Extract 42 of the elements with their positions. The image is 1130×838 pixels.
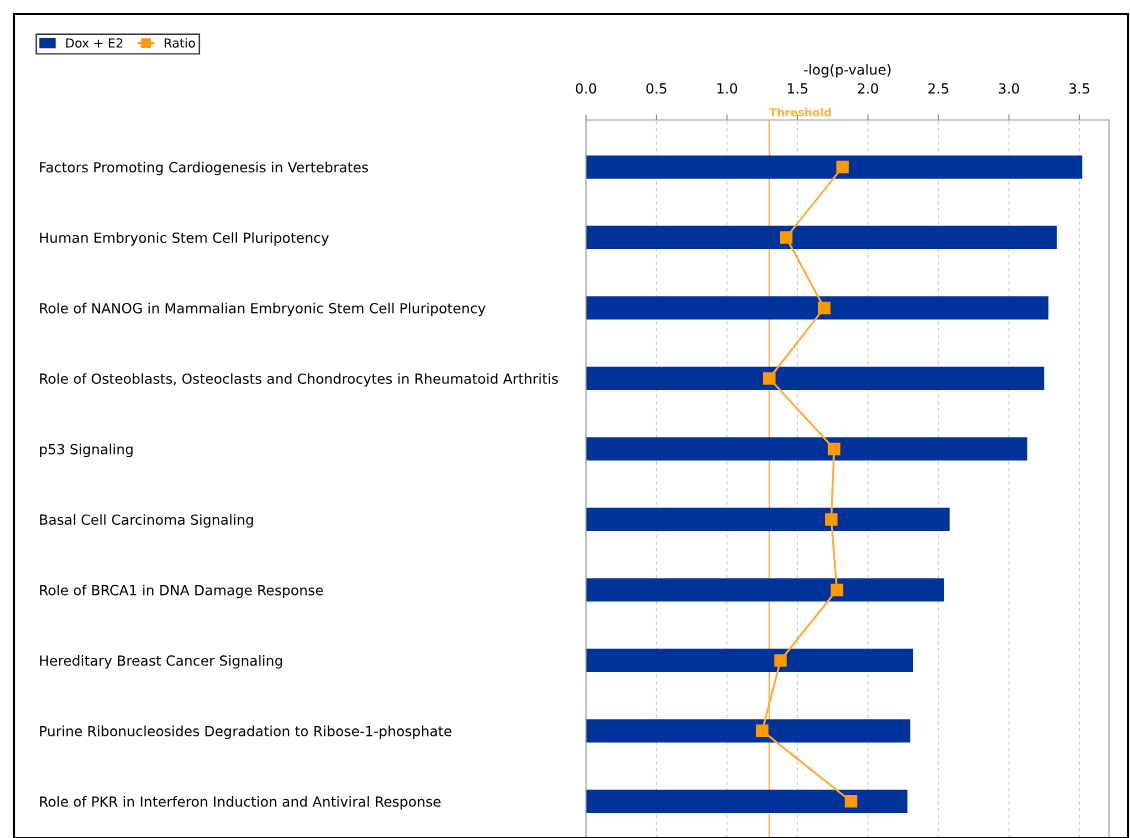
point xyxy=(827,442,841,456)
point xyxy=(774,654,787,667)
y-tick-label: Role of PKR in Interferon Induction and Antiviral Response xyxy=(40,796,441,810)
bar xyxy=(586,437,1028,461)
x-tick-label: 1.0 xyxy=(717,83,738,94)
y-tick-label: Purine Ribonucleosides Degradation to Ribose-1-phosphate xyxy=(40,725,452,740)
y-tick-label: Hereditary Breast Cancer Signaling xyxy=(40,655,282,669)
x-tick-label: 0.0 xyxy=(575,83,597,94)
ref-line-label: Threshold xyxy=(769,107,831,117)
bar xyxy=(586,155,1083,179)
point xyxy=(825,513,838,526)
x-tick-label: 2.5 xyxy=(928,83,949,94)
point xyxy=(830,583,844,597)
x-tick-label: 1.5 xyxy=(787,83,808,94)
bar xyxy=(586,719,911,743)
bar xyxy=(586,296,1049,320)
point xyxy=(844,795,858,808)
x-tick-label: 3.5 xyxy=(1069,83,1090,94)
x-tick-label: 2.0 xyxy=(857,83,879,94)
y-tick-label: Factors Promoting Cardiogenesis in Vertebrates xyxy=(40,161,368,176)
y-tick-label: p53 Signaling xyxy=(40,443,133,458)
point xyxy=(779,231,793,244)
bar xyxy=(586,366,1045,391)
bar xyxy=(586,507,950,532)
y-tick-label: Role of NANOG in Mammalian Embryonic Stem Cell Pluripotency xyxy=(40,302,486,317)
x-tick-label: 3.0 xyxy=(998,83,1020,94)
bar xyxy=(586,225,1057,250)
legend-label: Ratio xyxy=(164,38,195,48)
legend-label: Dox + E2 xyxy=(66,38,123,48)
bar xyxy=(586,789,908,813)
y-tick-label: Basal Cell Carcinoma Signaling xyxy=(40,514,253,528)
y-tick-label: Role of Osteoblasts, Osteoclasts and Chondrocytes in Rheumatoid Arthritis xyxy=(40,373,558,387)
bar xyxy=(586,578,945,602)
bar xyxy=(586,648,914,673)
point xyxy=(836,160,849,174)
x-axis-title: -log(p-value) xyxy=(803,64,891,78)
y-tick-label: Role of BRCA1 in DNA Damage Response xyxy=(40,584,323,599)
point xyxy=(763,372,776,385)
point xyxy=(755,724,769,738)
x-tick-label: 0.5 xyxy=(646,83,667,94)
y-tick-label: Human Embryonic Stem Cell Pluripotency xyxy=(40,232,329,246)
point xyxy=(817,301,831,315)
